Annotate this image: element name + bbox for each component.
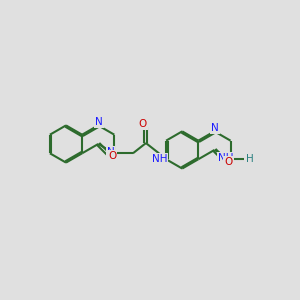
Text: O: O — [108, 151, 116, 161]
Text: N: N — [107, 147, 115, 157]
Text: O: O — [139, 119, 147, 129]
Text: N: N — [95, 117, 103, 127]
Text: N: N — [211, 123, 219, 133]
Text: O: O — [224, 157, 232, 167]
Text: H: H — [246, 154, 254, 164]
Text: NH: NH — [152, 154, 167, 164]
Text: NH: NH — [218, 153, 233, 163]
